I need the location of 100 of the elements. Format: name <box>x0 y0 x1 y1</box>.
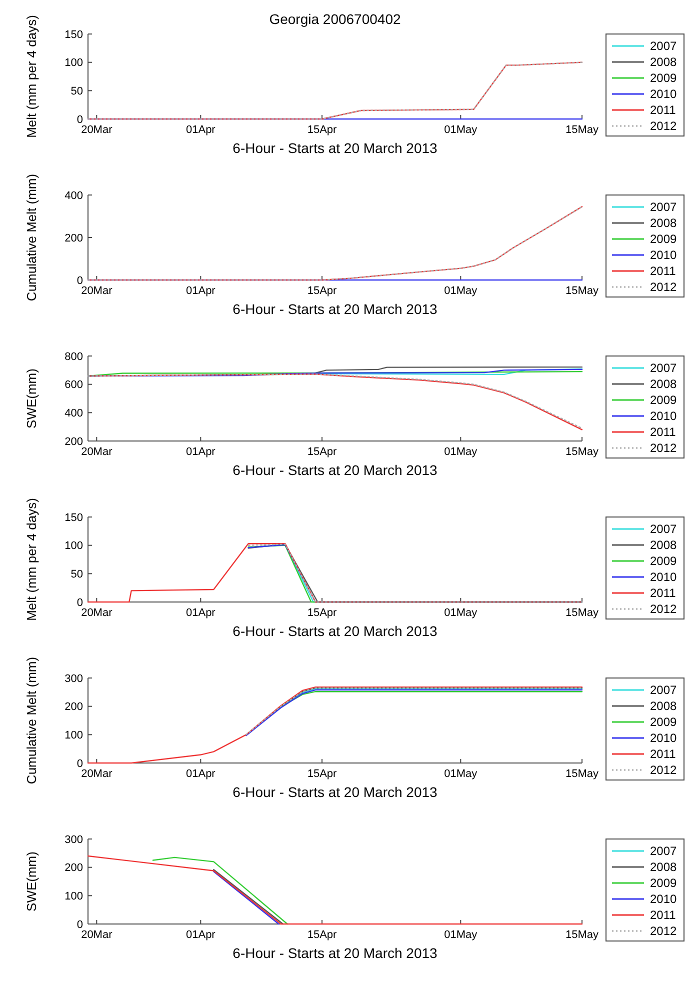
x-tick-label: 20Mar <box>81 929 113 941</box>
x-axis-title: 6-Hour - Starts at 20 March 2013 <box>232 623 438 639</box>
y-tick-label: 400 <box>64 190 83 202</box>
y-axis-title: Melt (mm per 4 days) <box>24 15 39 138</box>
y-tick-label: 200 <box>64 862 83 874</box>
legend-label: 2012 <box>650 441 678 456</box>
legend-label: 2010 <box>650 570 678 584</box>
legend-label: 2011 <box>650 425 676 440</box>
y-tick-label: 300 <box>64 672 83 685</box>
x-tick-label: 20Mar <box>81 124 113 136</box>
y-tick-label: 200 <box>64 232 83 244</box>
x-tick-label: 01May <box>444 768 478 780</box>
y-tick-label: 600 <box>64 379 83 392</box>
legend-label: 2010 <box>650 892 678 906</box>
x-tick-label: 15May <box>565 124 599 136</box>
x-tick-label: 15Apr <box>307 124 338 136</box>
x-tick-label: 15Apr <box>307 768 338 780</box>
x-tick-label: 01Apr <box>186 929 216 941</box>
legend-label: 2007 <box>650 200 678 214</box>
legend-label: 2011 <box>650 586 676 600</box>
x-tick-label: 15May <box>565 768 599 780</box>
y-axis-title: Cumulative Melt (mm) <box>24 174 39 302</box>
y-axis-title: Cumulative Melt (mm) <box>24 656 39 784</box>
x-tick-label: 20Mar <box>81 607 113 619</box>
x-tick-label: 01May <box>444 446 478 458</box>
y-tick-label: 0 <box>76 274 83 287</box>
x-tick-label: 01Apr <box>186 285 216 297</box>
y-axis-title: Melt (mm per 4 days) <box>24 498 39 621</box>
y-tick-label: 800 <box>64 350 83 363</box>
legend-label: 2012 <box>650 602 678 616</box>
legend-label: 2008 <box>650 216 678 230</box>
y-tick-label: 300 <box>64 834 83 846</box>
y-tick-label: 0 <box>76 596 83 609</box>
y-tick-label: 0 <box>76 918 83 931</box>
legend-label: 2007 <box>650 361 678 376</box>
legend-label: 2009 <box>650 554 678 568</box>
x-axis-title: 6-Hour - Starts at 20 March 2013 <box>232 784 438 800</box>
legend-label: 2008 <box>650 55 678 70</box>
legend-label: 2011 <box>650 908 676 922</box>
legend-label: 2008 <box>650 860 678 874</box>
legend-label: 2007 <box>650 683 678 698</box>
legend-label: 2007 <box>650 39 678 54</box>
y-tick-label: 200 <box>64 436 83 448</box>
legend-label: 2009 <box>650 71 678 86</box>
y-tick-label: 0 <box>76 758 83 770</box>
x-axis-title: 6-Hour - Starts at 20 March 2013 <box>232 945 438 961</box>
x-tick-label: 01May <box>444 607 478 619</box>
x-tick-label: 01Apr <box>186 124 216 136</box>
legend-label: 2011 <box>650 747 676 762</box>
x-tick-label: 01Apr <box>186 607 216 619</box>
x-tick-label: 01May <box>444 124 478 136</box>
legend-label: 2007 <box>650 522 678 536</box>
y-tick-label: 100 <box>64 730 83 742</box>
y-tick-label: 50 <box>70 86 83 98</box>
x-tick-label: 01Apr <box>186 446 216 458</box>
y-tick-label: 150 <box>64 512 83 524</box>
legend-label: 2012 <box>650 924 678 938</box>
x-tick-label: 15Apr <box>307 446 338 458</box>
legend-label: 2009 <box>650 876 678 890</box>
x-tick-label: 01May <box>444 929 478 941</box>
y-tick-label: 0 <box>76 114 83 126</box>
legend-label: 2011 <box>650 103 676 118</box>
y-axis-title: SWE(mm) <box>24 852 39 912</box>
x-tick-label: 15May <box>565 285 599 297</box>
chart-title: Georgia 2006700402 <box>269 11 401 27</box>
x-axis-title: 6-Hour - Starts at 20 March 2013 <box>232 462 438 478</box>
x-tick-label: 15Apr <box>307 607 338 619</box>
legend-label: 2008 <box>650 538 678 552</box>
x-tick-label: 20Mar <box>81 285 113 297</box>
y-tick-label: 100 <box>64 890 83 903</box>
x-tick-label: 15May <box>565 929 599 941</box>
legend-label: 2007 <box>650 844 678 858</box>
x-axis-title: 6-Hour - Starts at 20 March 2013 <box>232 140 438 156</box>
legend-label: 2010 <box>650 409 678 424</box>
legend-label: 2009 <box>650 232 678 246</box>
legend-label: 2012 <box>650 280 678 294</box>
x-tick-label: 15May <box>565 446 599 458</box>
x-tick-label: 20Mar <box>81 768 113 780</box>
y-tick-label: 50 <box>70 568 83 581</box>
legend-label: 2009 <box>650 715 678 730</box>
y-tick-label: 400 <box>64 408 83 420</box>
x-tick-label: 20Mar <box>81 446 113 458</box>
y-tick-label: 200 <box>64 701 83 714</box>
legend-label: 2010 <box>650 87 678 102</box>
y-tick-label: 100 <box>64 540 83 552</box>
x-tick-label: 15Apr <box>307 285 338 297</box>
x-axis-title: 6-Hour - Starts at 20 March 2013 <box>232 301 438 317</box>
legend-label: 2010 <box>650 248 678 262</box>
x-tick-label: 15Apr <box>307 929 338 941</box>
legend-label: 2008 <box>650 377 678 392</box>
x-tick-label: 01May <box>444 285 478 297</box>
legend-label: 2011 <box>650 264 676 278</box>
x-tick-label: 01Apr <box>186 768 216 780</box>
y-tick-label: 150 <box>64 28 83 41</box>
legend-label: 2012 <box>650 119 678 134</box>
y-tick-label: 100 <box>64 57 83 70</box>
legend-label: 2012 <box>650 763 678 778</box>
y-axis-title: SWE(mm) <box>24 368 39 428</box>
legend-label: 2008 <box>650 699 678 714</box>
legend-label: 2009 <box>650 393 678 408</box>
